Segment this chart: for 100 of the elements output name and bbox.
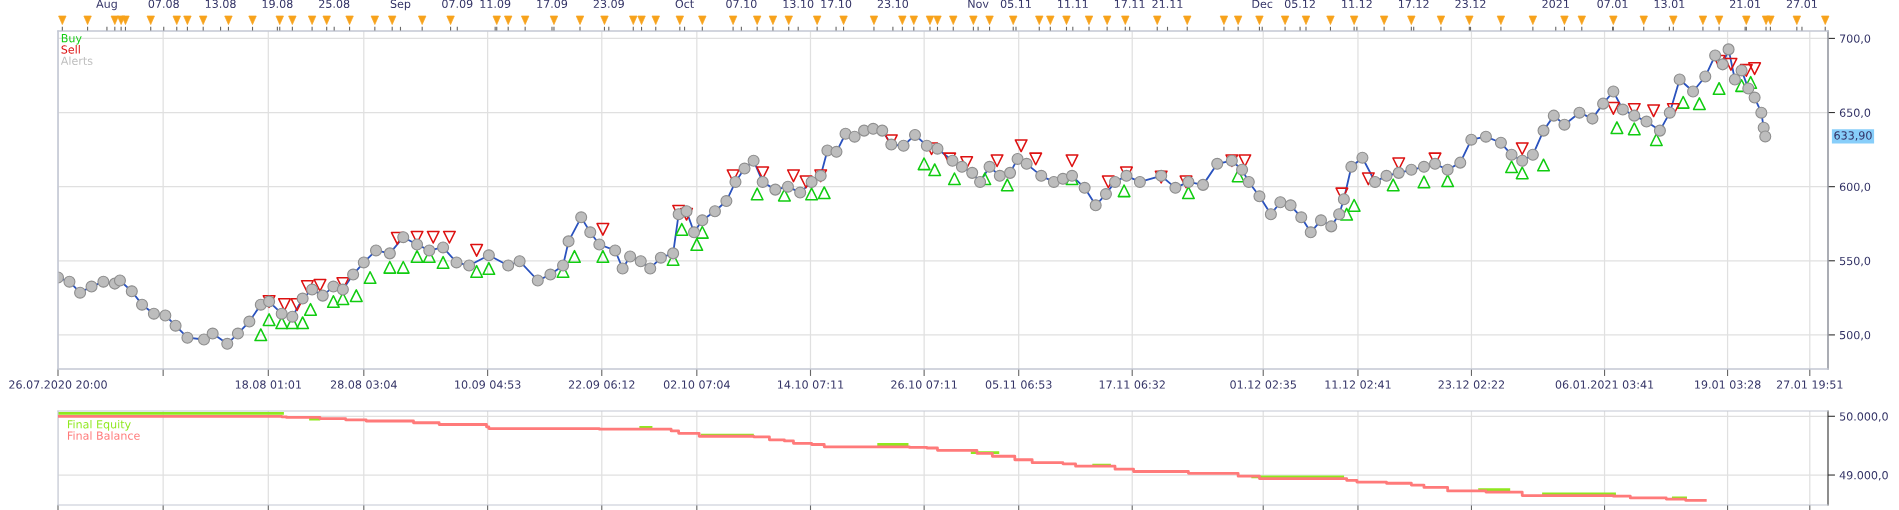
x2-tick-label: Dec	[1252, 0, 1273, 9]
point	[1515, 142, 1529, 156]
point	[396, 260, 410, 274]
point	[426, 230, 440, 244]
y-tick-label: 50.000,0	[1839, 412, 1888, 422]
point	[1065, 154, 1079, 168]
point	[1386, 178, 1400, 192]
point	[1676, 95, 1690, 109]
x2-tick-label: 27.01	[1786, 0, 1817, 9]
point	[817, 186, 831, 200]
y-tick-label: 650,0	[1839, 108, 1871, 119]
x2-tick-label: 23.09	[593, 0, 624, 9]
point	[567, 249, 582, 264]
point	[1536, 158, 1551, 172]
point	[1712, 81, 1726, 96]
point	[1515, 166, 1529, 180]
x-tick-label: 06.01.2021 03:41	[1555, 380, 1654, 389]
point	[442, 230, 456, 244]
point	[675, 222, 689, 236]
point	[690, 237, 704, 252]
x-tick-label: 01.12 02:35	[1230, 380, 1296, 389]
point	[596, 249, 610, 264]
point	[1504, 160, 1519, 174]
point	[928, 163, 942, 177]
y-tick-label: 700,0	[1840, 34, 1871, 44]
x2-tick-label: 13.08	[205, 0, 236, 9]
x2-tick-label: 11.09	[480, 0, 511, 9]
point	[296, 316, 310, 330]
point	[313, 278, 327, 292]
point	[383, 260, 397, 274]
x2-tick-label: 25.08	[319, 0, 350, 9]
point	[470, 264, 484, 279]
point	[470, 243, 484, 257]
point	[1744, 75, 1758, 90]
point	[1606, 101, 1620, 115]
x2-tick-label: 2021	[1542, 0, 1569, 9]
x2-tick-label: 23.10	[877, 0, 909, 9]
x2-tick-label: 07.01	[1597, 0, 1628, 9]
point	[947, 172, 962, 186]
point	[805, 187, 819, 201]
point	[1361, 172, 1375, 186]
point	[326, 294, 340, 309]
point	[1238, 154, 1252, 168]
point	[1014, 139, 1028, 153]
point	[799, 175, 813, 189]
point	[1340, 207, 1354, 221]
x2-tick-label: Sep	[390, 0, 411, 11]
x-tick-label: 02.10 07:04	[663, 380, 730, 389]
x-tick-label: 19.01 03:28	[1695, 380, 1761, 389]
point	[363, 270, 377, 285]
point	[1610, 121, 1624, 135]
point	[1748, 62, 1762, 76]
text: Alerts	[60, 56, 93, 65]
point	[277, 298, 292, 312]
x2-tick-label: 11.12	[1342, 0, 1372, 8]
x2-tick-label: 05.12	[1284, 0, 1315, 9]
x-tick-label: 26.07.2020 20:00	[9, 380, 107, 389]
point	[777, 188, 791, 202]
x2-tick-label: 17.09	[537, 0, 568, 9]
x-tick-label: 27.01 19:51	[1776, 380, 1843, 389]
x2-tick-label: 21.01	[1730, 0, 1761, 9]
point	[410, 249, 424, 264]
point	[436, 255, 450, 269]
point	[482, 261, 496, 276]
point	[303, 302, 318, 316]
x2-tick-label: Oct	[675, 0, 694, 9]
x2-tick-label: 23.12	[1455, 0, 1486, 9]
point	[1029, 152, 1043, 166]
point	[1627, 122, 1641, 136]
series-label: Final Equity	[67, 419, 131, 431]
point	[596, 222, 610, 236]
point	[349, 289, 363, 303]
point	[290, 298, 304, 312]
x-tick-label: 22.09 06:12	[568, 380, 635, 389]
text: Sell	[61, 45, 80, 54]
point	[1692, 97, 1706, 111]
series-label: Final Balance	[67, 431, 140, 440]
point	[1724, 57, 1738, 71]
x-tick-label: 11.12 02:41	[1325, 380, 1391, 389]
x-tick-label: 28.08 03:04	[330, 380, 397, 389]
x-tick-label: 17.11 06:32	[1099, 380, 1165, 389]
text: 633,90	[1834, 131, 1872, 141]
point	[1101, 175, 1115, 189]
x2-tick-label: 17.12	[1399, 0, 1429, 8]
point	[1181, 186, 1195, 200]
point	[1417, 175, 1431, 189]
x2-tick-label: 11.11	[1058, 0, 1088, 8]
point	[1739, 63, 1753, 78]
point	[750, 187, 764, 201]
point	[695, 225, 709, 239]
point	[1117, 184, 1131, 198]
x2-tick-label: 13.01	[1654, 0, 1685, 9]
point	[917, 157, 931, 171]
point	[1441, 174, 1455, 188]
x2-tick-label: 07.10	[726, 0, 757, 9]
point	[1347, 198, 1361, 212]
x2-tick-label: 17.10	[821, 0, 852, 9]
point	[1649, 133, 1663, 147]
x-tick-label: 10.09 04:53	[455, 380, 521, 389]
point	[1647, 104, 1661, 118]
